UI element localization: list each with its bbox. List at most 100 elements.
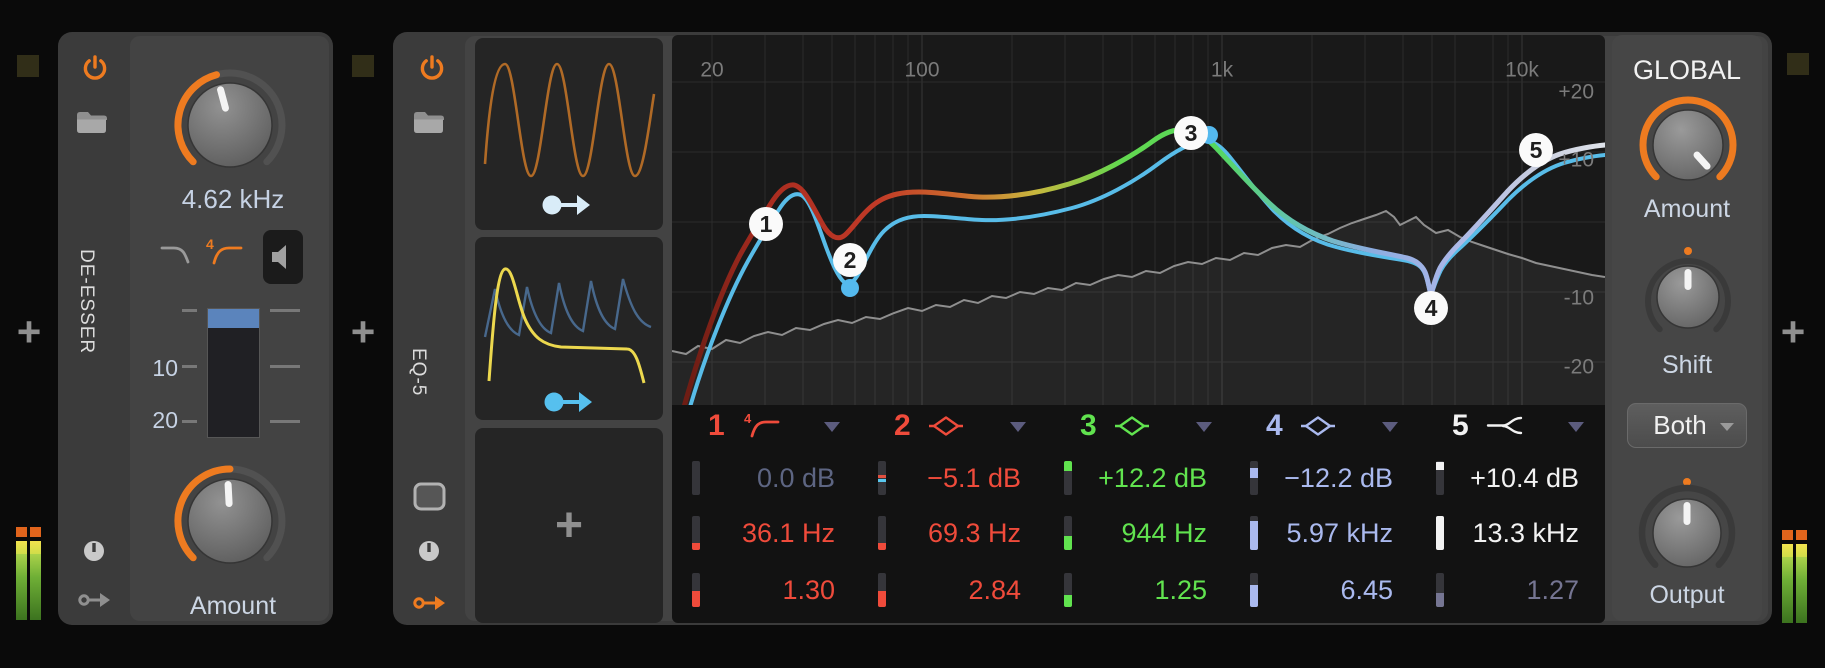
band-freq-value[interactable]: 5.97 kHz — [1286, 518, 1393, 548]
band-marker-3[interactable]: 3 — [1174, 116, 1208, 150]
add-modulator-button[interactable]: + — [554, 499, 584, 552]
deesser-input-meter — [16, 527, 41, 620]
freq-slider[interactable] — [878, 516, 886, 550]
add-device-button-middle[interactable]: + — [350, 308, 376, 355]
global-amount-knob[interactable] — [1633, 90, 1743, 200]
gain-slider[interactable] — [692, 461, 700, 495]
modulator-slot-3[interactable]: + — [475, 428, 663, 623]
band-marker-1[interactable]: 1 — [749, 207, 783, 241]
q-slider[interactable] — [1436, 573, 1444, 607]
freq-slider[interactable] — [1250, 516, 1258, 550]
meter-bar-right — [1796, 530, 1807, 623]
band-type-highshelf-icon[interactable] — [1485, 412, 1523, 440]
band-q-value[interactable]: 1.30 — [782, 575, 835, 605]
meter-tick — [270, 309, 300, 312]
band-freq-value[interactable]: 13.3 kHz — [1472, 518, 1579, 548]
global-amount-label: Amount — [1643, 195, 1731, 223]
mod-arrow-icon[interactable] — [541, 190, 591, 220]
band-type-dropdown[interactable] — [1010, 422, 1026, 432]
deesser-amount-knob[interactable] — [170, 461, 290, 581]
band-type-bell-icon[interactable] — [927, 412, 965, 440]
gain-slider[interactable] — [878, 461, 886, 495]
q-slider[interactable] — [692, 573, 700, 607]
speaker-icon — [272, 245, 286, 269]
q-slider[interactable] — [1250, 573, 1258, 607]
q-slider[interactable] — [1064, 573, 1072, 607]
power-icon[interactable] — [80, 54, 110, 84]
drag-handle-slot — [352, 55, 374, 77]
band-type-bell-icon[interactable] — [1299, 412, 1337, 440]
eq-graph[interactable]: 20 100 1k 10k +20 +10 -10 -20 1 2 3 4 5 — [672, 35, 1605, 405]
band-gain-value[interactable]: +10.4 dB — [1470, 463, 1579, 493]
deesser-freq-knob[interactable] — [170, 65, 290, 185]
band-type-dropdown[interactable] — [1568, 422, 1584, 432]
add-device-button-right[interactable]: + — [1780, 308, 1806, 355]
shift-knob[interactable] — [1638, 243, 1738, 347]
folder-icon[interactable] — [75, 107, 109, 137]
band-number[interactable]: 3 — [1080, 409, 1097, 442]
output-knob[interactable] — [1632, 473, 1742, 585]
highpass-4pole-icon[interactable]: 4 — [204, 236, 244, 268]
mode-dropdown[interactable]: Both — [1627, 403, 1747, 448]
band-freq-value[interactable]: 944 Hz — [1121, 518, 1207, 548]
chevron-down-icon — [1720, 423, 1734, 431]
meter-scale-20: 20 — [152, 407, 178, 433]
gain-slider[interactable] — [1436, 461, 1444, 495]
band-freq-value[interactable]: 69.3 Hz — [927, 518, 1021, 548]
band-column-5: 5 +10.4 dB 13.3 kHz 1.27 — [1424, 405, 1610, 623]
expanded-view-icon[interactable] — [413, 482, 446, 511]
band-number[interactable]: 5 — [1452, 409, 1469, 442]
timebase-icon[interactable] — [418, 540, 440, 562]
freq-slider[interactable] — [1436, 516, 1444, 550]
band-type-dropdown[interactable] — [824, 422, 840, 432]
band-gain-value[interactable]: −12.2 dB — [1284, 463, 1393, 493]
band-q-value[interactable]: 2.84 — [968, 575, 1021, 605]
timebase-icon[interactable] — [83, 540, 105, 562]
band-marker-4[interactable]: 4 — [1414, 291, 1448, 325]
band-gain-value[interactable]: −5.1 dB — [927, 463, 1021, 493]
band2-mod-dot[interactable] — [841, 279, 859, 297]
folder-icon[interactable] — [412, 107, 446, 137]
listen-button[interactable] — [263, 230, 303, 284]
db-axis-label-m10: -10 — [1564, 287, 1594, 310]
band-number[interactable]: 2 — [894, 409, 911, 442]
gain-slider[interactable] — [1250, 461, 1258, 495]
modulation-route-icon[interactable] — [78, 588, 112, 612]
gain-slider[interactable] — [1064, 461, 1072, 495]
band-type-dropdown[interactable] — [1196, 422, 1212, 432]
band-gain-value[interactable]: +12.2 dB — [1098, 463, 1207, 493]
band-column-1: 1 4 0.0 dB 36.1 Hz 1.30 — [680, 405, 866, 623]
band-type-dropdown[interactable] — [1382, 422, 1398, 432]
band-type-highpass-icon[interactable]: 4 — [741, 411, 781, 441]
device-name-label[interactable]: EQ-5 — [408, 347, 429, 397]
add-device-button-left[interactable]: + — [16, 308, 42, 355]
band-column-4: 4 −12.2 dB 5.97 kHz 6.45 — [1238, 405, 1424, 623]
freq-slider[interactable] — [692, 516, 700, 550]
band-q-value[interactable]: 6.45 — [1340, 575, 1393, 605]
device-name-label[interactable]: DE-ESSER — [76, 249, 97, 355]
modulation-route-icon-active[interactable] — [413, 591, 447, 615]
band-type-bell-icon[interactable] — [1113, 412, 1151, 440]
power-icon[interactable] — [417, 54, 447, 84]
band-number[interactable]: 4 — [1266, 409, 1283, 442]
meter-bar-left — [16, 527, 27, 620]
deesser-freq-value[interactable]: 4.62 kHz — [181, 184, 285, 214]
db-axis-label-m20: -20 — [1564, 356, 1594, 379]
band-q-value[interactable]: 1.25 — [1154, 575, 1207, 605]
band-marker-5[interactable]: 5 — [1519, 133, 1553, 167]
meter-tick — [182, 309, 197, 312]
freq-slider[interactable] — [1064, 516, 1072, 550]
device-deesser: DE-ESSER 4.62 kHz 4 — [58, 32, 333, 625]
freq-axis-label-10k: 10k — [1505, 59, 1539, 82]
mod-arrow-icon[interactable] — [543, 387, 593, 417]
modulator-slot-2[interactable] — [475, 237, 663, 420]
q-slider[interactable] — [878, 573, 886, 607]
lowpass-icon[interactable] — [158, 240, 196, 268]
band-gain-value[interactable]: 0.0 dB — [756, 463, 835, 493]
band-q-value[interactable]: 1.27 — [1526, 575, 1579, 605]
band-freq-value[interactable]: 36.1 Hz — [741, 518, 835, 548]
reduction-meter-value — [208, 309, 259, 328]
modulator-slot-1[interactable] — [475, 38, 663, 230]
band-marker-2[interactable]: 2 — [833, 243, 867, 277]
band-number[interactable]: 1 — [708, 409, 725, 442]
